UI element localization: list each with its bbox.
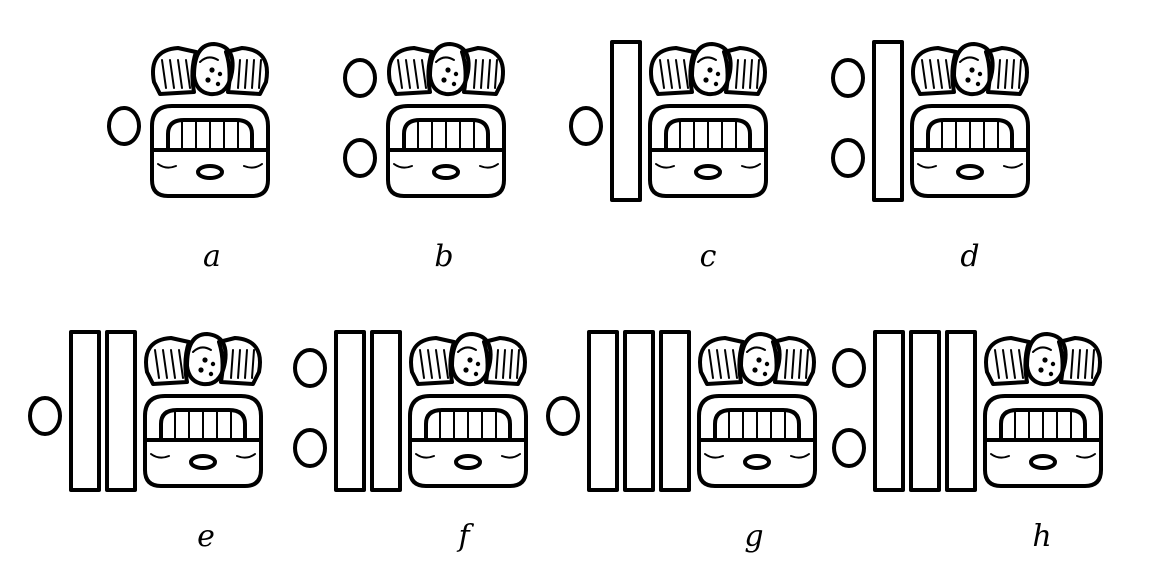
figure-d: d (831, 40, 1030, 274)
figure-label: e (197, 519, 215, 554)
figure-c: c (569, 40, 768, 274)
figure-label: f (456, 519, 474, 554)
day-sign-glyph (150, 42, 270, 198)
bar-numeral (69, 330, 101, 492)
dot-numeral (293, 428, 327, 468)
dot-numeral (293, 348, 327, 388)
bar-numeral (873, 330, 905, 492)
figure-label: a (203, 239, 221, 274)
dot-numeral (343, 138, 377, 178)
bar-numeral (659, 330, 691, 492)
figure-b: b (343, 42, 506, 274)
dot-numeral (832, 348, 866, 388)
day-sign-glyph (983, 332, 1103, 488)
figure-a: a (107, 42, 270, 274)
bar-numeral (872, 40, 904, 202)
bar-numeral (105, 330, 137, 492)
dot-numeral (343, 58, 377, 98)
bar-numeral (370, 330, 402, 492)
dot-numeral (107, 106, 141, 146)
dot-numeral (28, 396, 62, 436)
figure-label: b (434, 239, 453, 274)
day-sign-glyph (386, 42, 506, 198)
day-sign-glyph (910, 42, 1030, 198)
bar-numeral (610, 40, 642, 202)
dot-numeral (832, 428, 866, 468)
figure-label: d (960, 239, 979, 274)
bar-numeral (909, 330, 941, 492)
figure-label: c (700, 239, 717, 274)
day-sign-glyph (697, 332, 817, 488)
figure-e: e (28, 330, 263, 554)
figure-h: h (832, 330, 1103, 554)
dot-numeral (569, 106, 603, 146)
bar-numeral (587, 330, 619, 492)
bar-numeral (945, 330, 977, 492)
day-sign-glyph (143, 332, 263, 488)
day-sign-glyph (648, 42, 768, 198)
dot-numeral (831, 58, 865, 98)
bar-numeral (623, 330, 655, 492)
bar-numeral (334, 330, 366, 492)
dot-numeral (831, 138, 865, 178)
figure-label: g (744, 519, 763, 554)
day-sign-glyph (408, 332, 528, 488)
dot-numeral (546, 396, 580, 436)
figure-g: g (546, 330, 817, 554)
figure-label: h (1032, 519, 1051, 554)
figure-f: f (293, 330, 528, 554)
